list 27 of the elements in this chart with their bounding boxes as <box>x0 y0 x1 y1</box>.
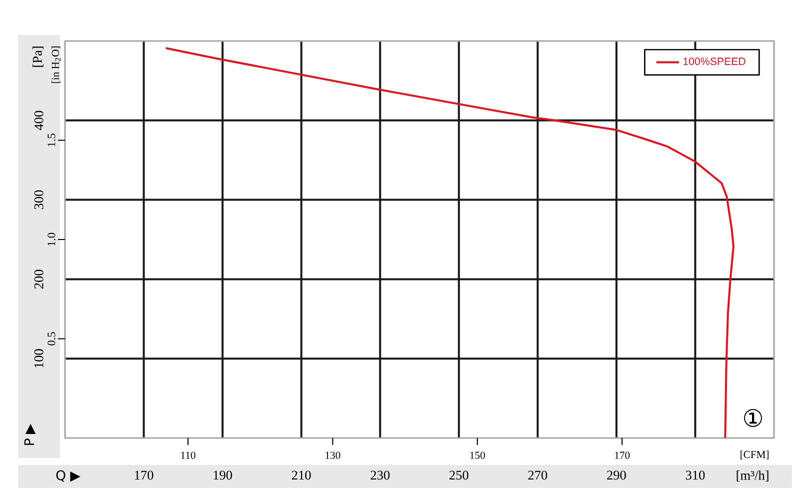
x-tick-label: 230 <box>370 470 390 480</box>
y2-tick-label: 1.5 <box>48 134 56 146</box>
x-tick-label: 290 <box>607 470 626 480</box>
y-tick-label: 400 <box>34 110 44 130</box>
y2-tick-label: 1.0 <box>48 232 56 246</box>
text: Q ▶ <box>56 470 80 482</box>
y-tick-label: 200 <box>34 270 44 289</box>
y-tick-label: 300 <box>34 190 44 210</box>
y2-tick-label: 0.5 <box>48 332 56 346</box>
text: P ▶ <box>24 424 36 445</box>
x-tick-label: 170 <box>134 470 154 480</box>
annotation: ① <box>744 409 762 427</box>
y2-axis-title: [in H$_{2}$O] <box>52 46 60 83</box>
legend-label: 100%SPEED <box>683 58 746 66</box>
x-tick-label: 210 <box>292 470 311 480</box>
x-tick-label: 250 <box>450 470 468 480</box>
x2-tick-label: 130 <box>326 452 340 459</box>
x2-tick-label: 170 <box>615 452 630 459</box>
x-tick-label: 270 <box>528 470 548 480</box>
x-tick-label: 310 <box>686 470 705 480</box>
x2-tick-label: 150 <box>470 452 485 459</box>
y-axis-title: [Pa] <box>32 46 44 67</box>
x2-tick-label: 110 <box>181 452 196 459</box>
x-axis-title: [m³/h] <box>736 470 768 482</box>
x-tick-label: 190 <box>214 470 232 480</box>
x2-axis-title: [CFM] <box>740 450 769 460</box>
y-tick-label: 100 <box>34 349 44 368</box>
